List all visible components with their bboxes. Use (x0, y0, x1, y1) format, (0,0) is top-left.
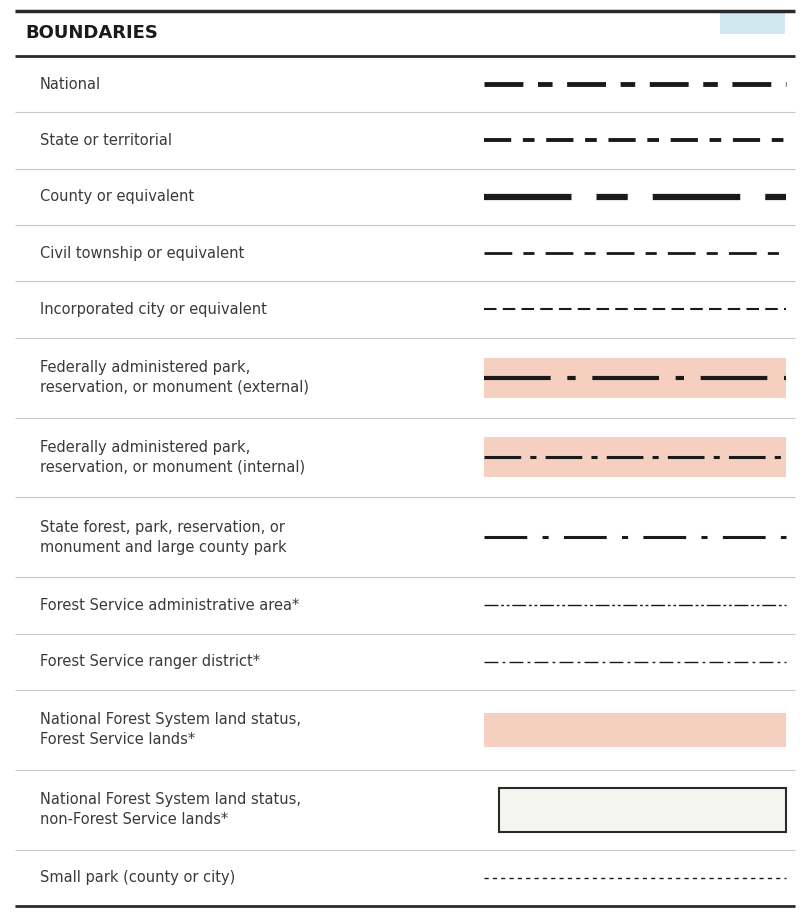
Text: National Forest System land status,
non-Forest Service lands*: National Forest System land status, non-… (40, 792, 301, 827)
Text: Forest Service ranger district*: Forest Service ranger district* (40, 654, 260, 670)
Text: Federally administered park,
reservation, or monument (internal): Federally administered park, reservation… (40, 440, 305, 474)
Bar (499, 788, 786, 832)
Bar (484, 357, 786, 398)
Bar (484, 438, 786, 477)
Bar (484, 713, 786, 747)
Text: National: National (40, 77, 101, 92)
Text: Incorporated city or equivalent: Incorporated city or equivalent (40, 302, 267, 317)
Bar (720, 12, 785, 34)
Text: County or equivalent: County or equivalent (40, 190, 194, 204)
Text: Civil township or equivalent: Civil township or equivalent (40, 245, 244, 261)
Text: State forest, park, reservation, or
monument and large county park: State forest, park, reservation, or monu… (40, 520, 286, 555)
Text: Small park (county or city): Small park (county or city) (40, 870, 235, 886)
Text: Forest Service administrative area*: Forest Service administrative area* (40, 598, 299, 613)
Text: National Forest System land status,
Forest Service lands*: National Forest System land status, Fore… (40, 713, 301, 747)
Text: Federally administered park,
reservation, or monument (external): Federally administered park, reservation… (40, 360, 309, 395)
Text: BOUNDARIES: BOUNDARIES (25, 25, 158, 42)
Text: State or territorial: State or territorial (40, 133, 172, 148)
